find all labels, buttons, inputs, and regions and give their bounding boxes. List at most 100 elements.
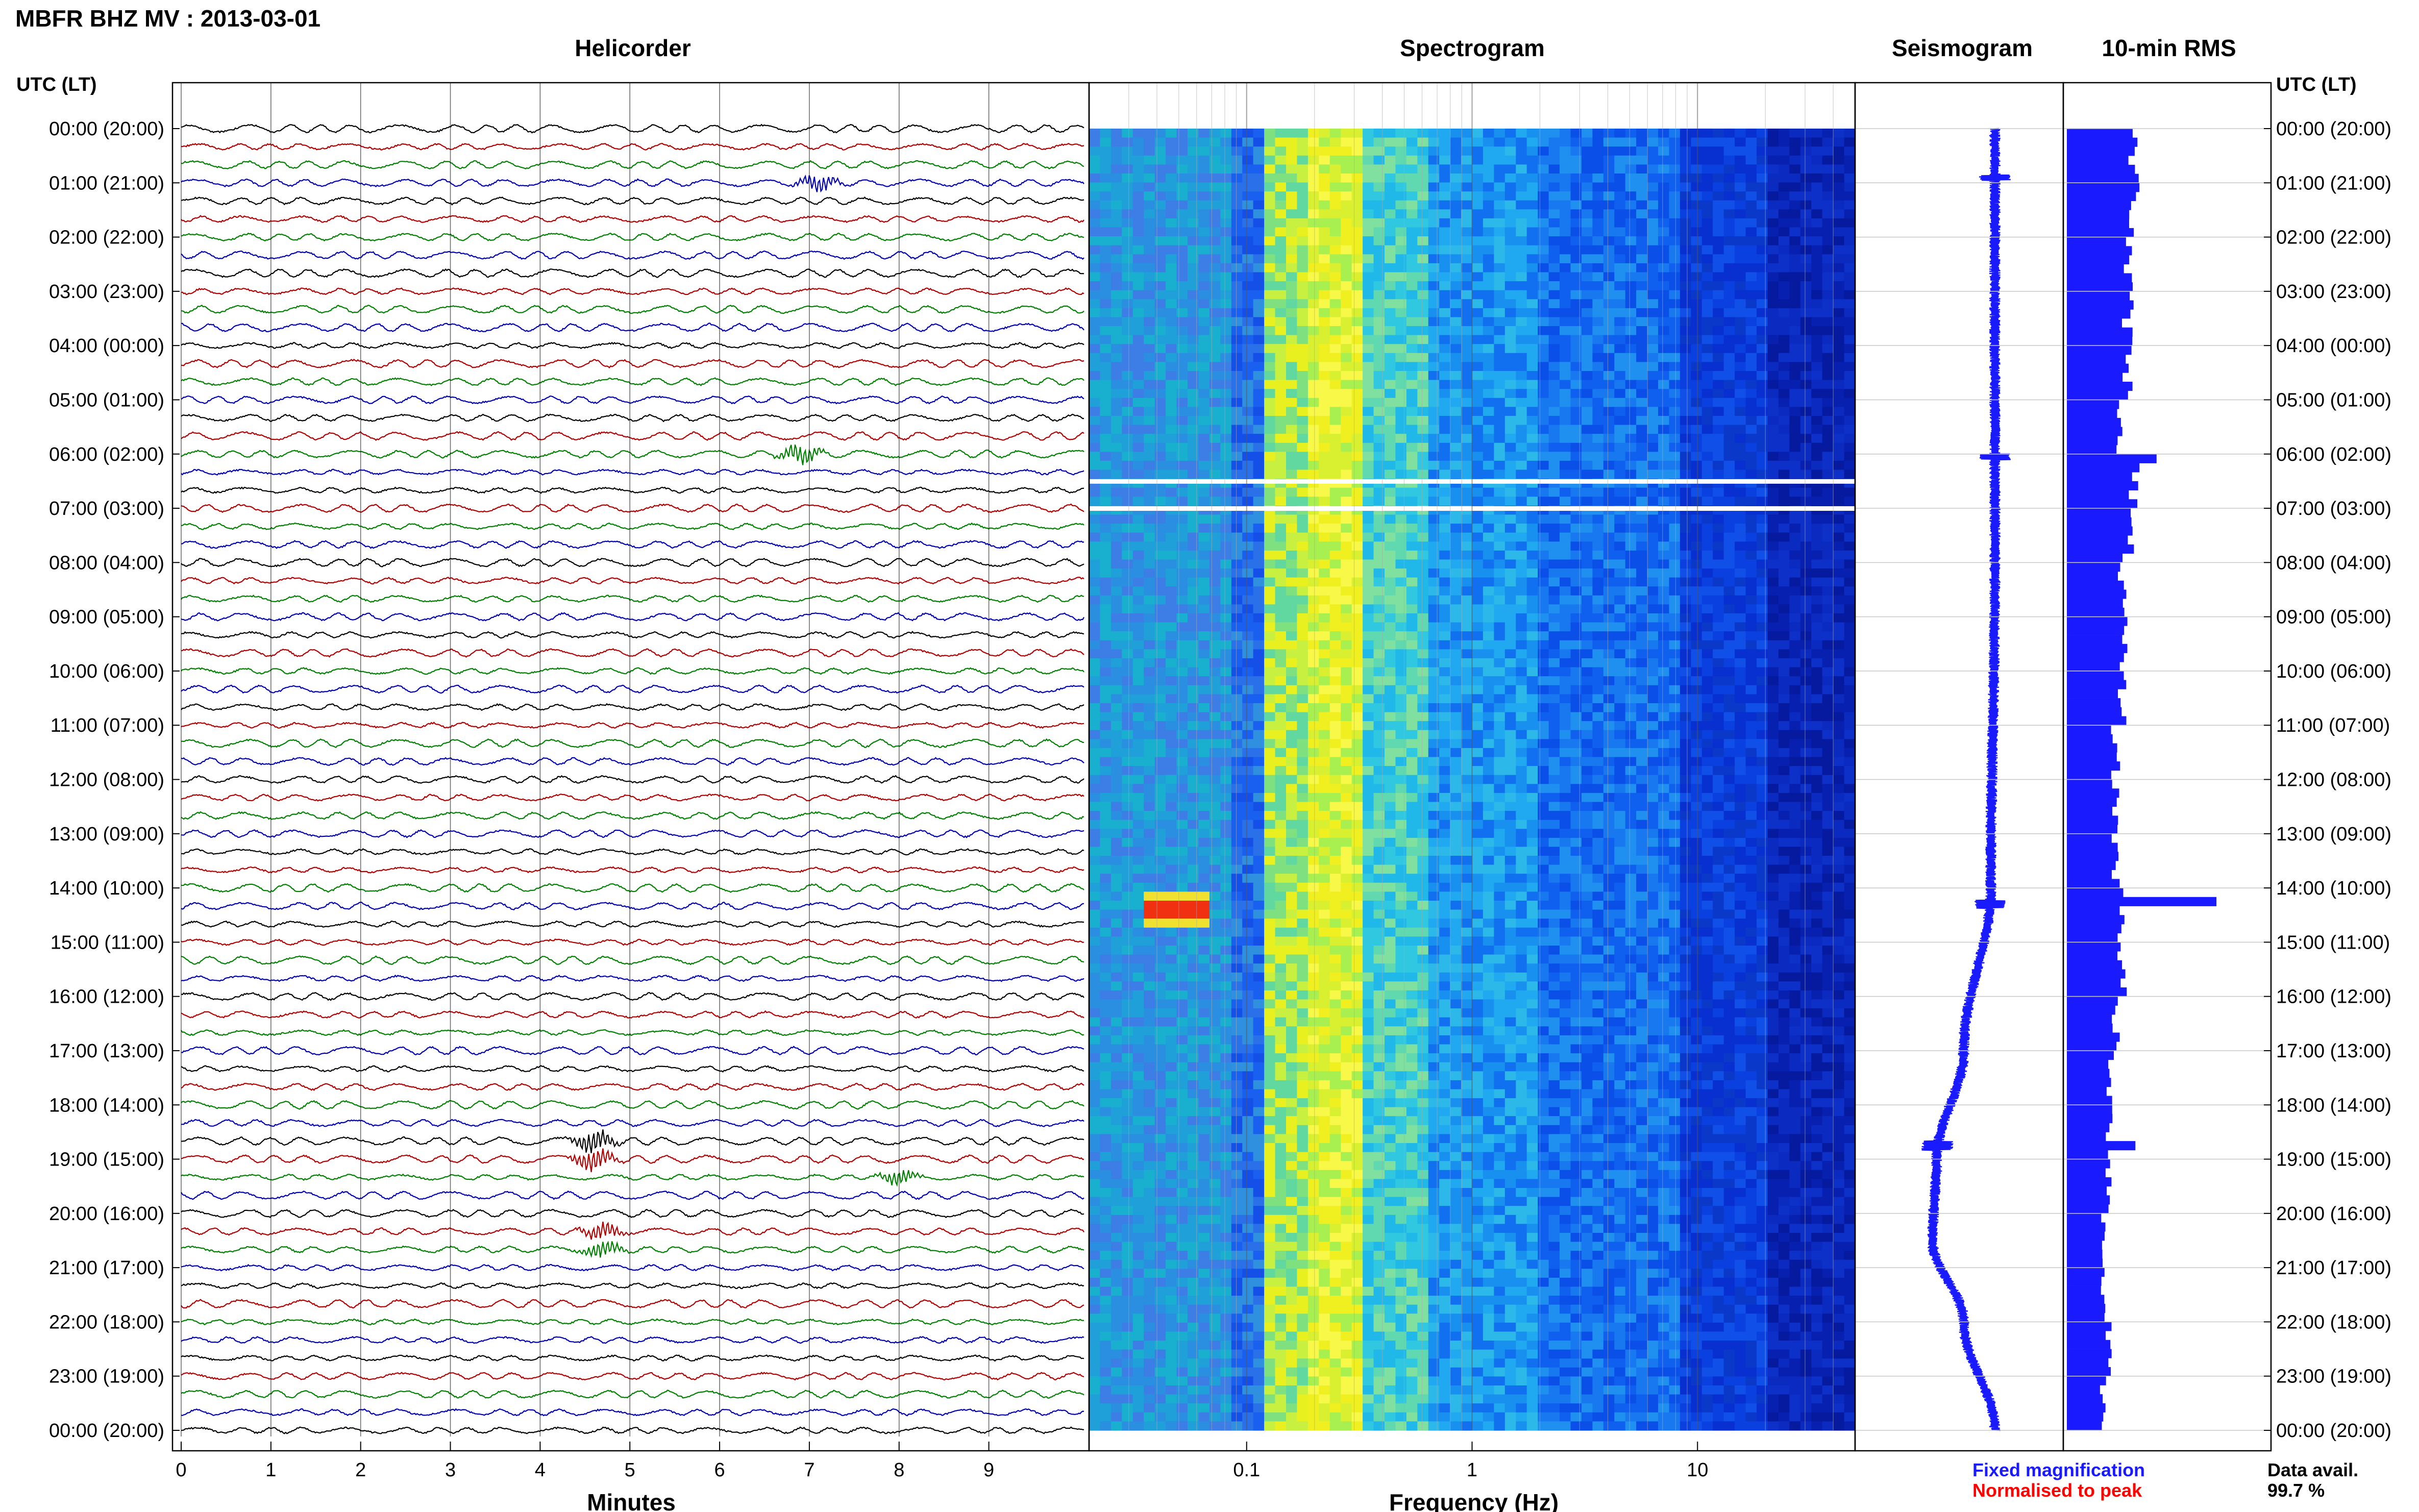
- spectrogram-cell: [1713, 398, 1724, 407]
- spectrogram-cell: [1461, 164, 1473, 174]
- spectrogram-cell: [1144, 514, 1155, 524]
- spectrogram-cell: [1745, 129, 1757, 138]
- spectrogram-cell: [1231, 308, 1243, 318]
- spectrogram-cell: [1406, 218, 1418, 228]
- spectrogram-cell: [1209, 640, 1221, 650]
- spectrogram-cell: [1176, 317, 1188, 327]
- spectrogram-cell: [1658, 541, 1669, 551]
- spectrogram-cell: [1811, 712, 1823, 722]
- spectrogram-cell: [1307, 137, 1319, 147]
- spectrogram-cell: [1395, 514, 1407, 524]
- spectrogram-cell: [1844, 209, 1856, 219]
- spectrogram-cell: [1144, 272, 1155, 282]
- spectrogram-cell: [1242, 137, 1254, 147]
- spectrogram-cell: [1154, 218, 1166, 228]
- spectrogram-cell: [1745, 389, 1757, 399]
- spectrogram-cell: [1745, 281, 1757, 291]
- spectrogram-cell: [1154, 469, 1166, 479]
- spectrogram-cell: [1100, 631, 1112, 641]
- spectrogram-cell: [1735, 658, 1746, 668]
- spectrogram-cell: [1132, 604, 1144, 614]
- spectrogram-cell: [1701, 290, 1713, 300]
- spectrogram-cell: [1188, 200, 1199, 210]
- spectrogram-cell: [1548, 694, 1560, 704]
- spectrogram-cell: [1735, 703, 1746, 713]
- spectrogram-cell: [1089, 676, 1100, 686]
- spectrogram-cell: [1504, 425, 1516, 434]
- spectrogram-cell: [1669, 254, 1681, 264]
- spectrogram-cell: [1297, 227, 1309, 237]
- spectrogram-cell: [1658, 469, 1669, 479]
- spectrogram-cell: [1089, 766, 1100, 776]
- spectrogram-cell: [1264, 514, 1276, 524]
- spectrogram-cell: [1439, 129, 1451, 138]
- spectrogram-cell: [1417, 155, 1429, 165]
- spectrogram-cell: [1494, 559, 1505, 569]
- spectrogram-cell: [1614, 129, 1626, 138]
- spectrogram-cell: [1461, 550, 1473, 560]
- spectrogram-cell: [1581, 487, 1593, 497]
- spectrogram-cell: [1778, 299, 1790, 309]
- spectrogram-cell: [1275, 353, 1287, 362]
- spectrogram-cell: [1691, 353, 1702, 362]
- spectrogram-cell: [1811, 568, 1823, 578]
- spectrogram-cell: [1745, 155, 1757, 165]
- spectrogram-cell: [1669, 227, 1681, 237]
- spectrogram-cell: [1592, 613, 1604, 623]
- spectrogram-cell: [1297, 730, 1309, 739]
- spectrogram-cell: [1592, 155, 1604, 165]
- spectrogram-cell: [1089, 290, 1100, 300]
- spectrogram-cell: [1789, 407, 1801, 416]
- spectrogram-cell: [1286, 263, 1297, 273]
- spectrogram-cell: [1680, 604, 1691, 614]
- spectrogram-cell: [1176, 164, 1188, 174]
- spectrogram-cell: [1680, 344, 1691, 354]
- spectrogram-cell: [1406, 290, 1418, 300]
- spectrogram-cell: [1625, 299, 1637, 309]
- spectrogram-cell: [1209, 362, 1221, 371]
- spectrogram-cell: [1592, 146, 1604, 156]
- spectrogram-cell: [1581, 541, 1593, 551]
- spectrogram-cell: [1297, 514, 1309, 524]
- spectrogram-cell: [1789, 667, 1801, 677]
- spectrogram-cell: [1417, 326, 1429, 336]
- spectrogram-cell: [1307, 622, 1319, 632]
- spectrogram-cell: [1395, 613, 1407, 623]
- spectrogram-cell: [1461, 389, 1473, 399]
- spectrogram-cell: [1516, 407, 1527, 416]
- spectrogram-cell: [1680, 398, 1691, 407]
- spectrogram-cell: [1778, 326, 1790, 336]
- spectrogram-cell: [1691, 712, 1702, 722]
- spectrogram-cell: [1439, 640, 1451, 650]
- spectrogram-cell: [1625, 164, 1637, 174]
- spectrogram-cell: [1548, 703, 1560, 713]
- spectrogram-cell: [1483, 613, 1494, 623]
- spectrogram-cell: [1603, 299, 1615, 309]
- spectrogram-cell: [1592, 353, 1604, 362]
- spectrogram-cell: [1395, 344, 1407, 354]
- spectrogram-cell: [1701, 407, 1713, 416]
- spectrogram-cell: [1745, 532, 1757, 542]
- spectrogram-cell: [1472, 694, 1484, 704]
- spectrogram-cell: [1494, 434, 1505, 443]
- spectrogram-cell: [1669, 649, 1681, 659]
- spectrogram-cell: [1166, 469, 1177, 479]
- spectrogram-cell: [1307, 344, 1319, 354]
- spectrogram-cell: [1351, 146, 1363, 156]
- spectrogram-cell: [1242, 146, 1254, 156]
- spectrogram-cell: [1658, 245, 1669, 255]
- spectrogram-cell: [1450, 263, 1462, 273]
- spectrogram-cell: [1373, 595, 1385, 605]
- spectrogram-cell: [1680, 434, 1691, 443]
- spectrogram-cell: [1297, 434, 1309, 443]
- spectrogram-cell: [1757, 469, 1768, 479]
- spectrogram-cell: [1439, 263, 1451, 273]
- spectrogram-cell: [1253, 748, 1265, 758]
- spectrogram-cell: [1373, 640, 1385, 650]
- spectrogram-cell: [1122, 254, 1133, 264]
- spectrogram-cell: [1745, 191, 1757, 201]
- spectrogram-cell: [1329, 577, 1341, 587]
- spectrogram-cell: [1735, 173, 1746, 183]
- spectrogram-cell: [1701, 200, 1713, 210]
- spectrogram-cell: [1757, 541, 1768, 551]
